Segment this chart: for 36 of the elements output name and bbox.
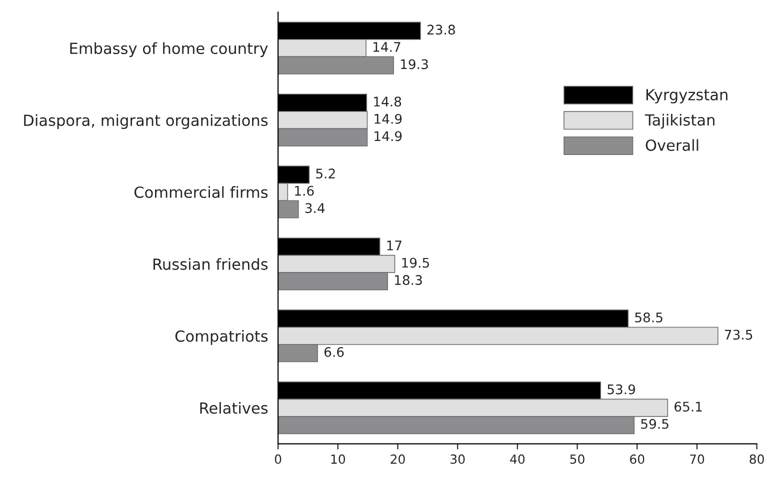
legend-label: Tajikistan	[644, 114, 714, 129]
data-label: 65.1	[674, 402, 702, 412]
data-label: 19.5	[402, 258, 429, 268]
data-label: 6.6	[324, 346, 344, 357]
x-tick-label: 60	[630, 454, 644, 464]
data-label: 14.9	[374, 131, 402, 142]
x-tick-label: 0	[274, 454, 282, 464]
data-label: 18.3	[395, 275, 422, 286]
y-tick-label: Diaspora, migrant organizations	[24, 114, 268, 130]
x-tick-label: 10	[331, 454, 346, 464]
data-label: 5.2	[316, 168, 335, 179]
x-tick-label: 70	[690, 454, 704, 464]
data-label: 73.5	[724, 330, 752, 340]
data-label: 53.9	[608, 384, 636, 394]
data-label: 14.7	[373, 42, 400, 52]
y-tick-label: Embassy of home country	[70, 42, 268, 58]
y-tick-label: Commercial firms	[134, 186, 268, 198]
x-tick-label: 50	[570, 454, 584, 464]
data-label: 59.5	[641, 418, 668, 429]
data-label: 19.3	[400, 59, 428, 70]
data-label: 14.8	[374, 96, 402, 107]
data-label: 23.8	[427, 24, 455, 35]
data-label: 1.6	[295, 186, 314, 196]
x-tick-label: 40	[510, 454, 525, 464]
x-tick-label: 30	[450, 454, 465, 464]
y-tick-label: Russian friends	[154, 258, 268, 270]
x-tick-label: 20	[390, 454, 405, 464]
data-label: 14.9	[374, 114, 402, 124]
data-label: 58.5	[635, 312, 662, 322]
x-tick-label: 80	[750, 454, 764, 464]
legend-label: Kyrgyzstan	[646, 89, 728, 104]
y-tick-label: Compatriots	[175, 330, 268, 345]
data-label: 17	[387, 240, 402, 250]
y-tick-label: Relatives	[200, 402, 268, 414]
data-label: 3.4	[305, 203, 325, 214]
legend-label: Overall	[646, 139, 698, 151]
